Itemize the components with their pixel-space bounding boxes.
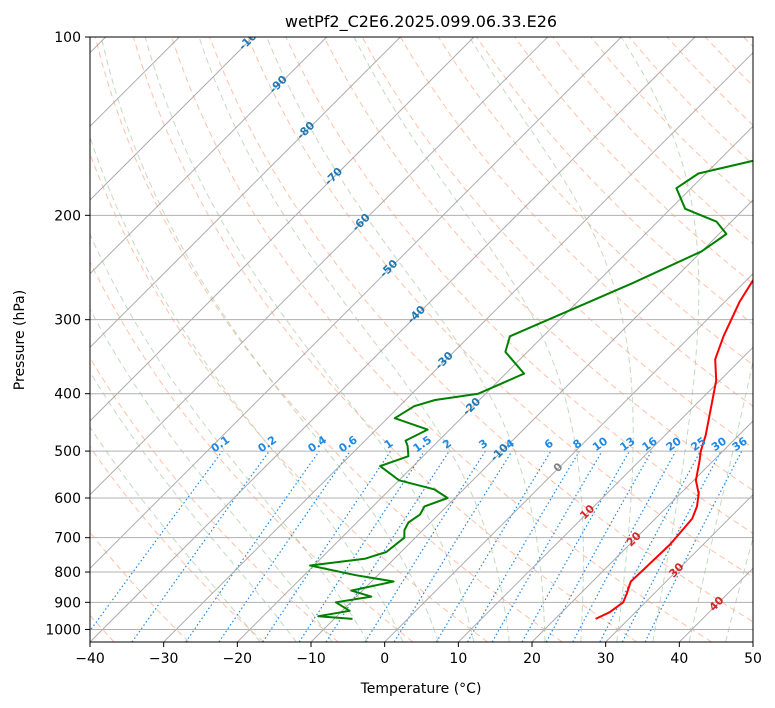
x-tick-label: −20 [223, 651, 253, 667]
dry-adiabat-line [94, 37, 563, 642]
y-tick-label: 1000 [45, 622, 81, 638]
moist-adiabat-line [198, 37, 510, 642]
temperature-profile [595, 278, 753, 620]
moist-adiabat-line [353, 37, 584, 642]
dry-adiabat-line [132, 37, 638, 642]
mixing-ratio-line [218, 450, 351, 642]
dry-adiabat-line [90, 356, 339, 642]
dry-adiabat-line [209, 37, 753, 623]
isotherm-line [310, 199, 753, 642]
moist-adiabat-line [266, 37, 546, 642]
moist-adiabat-line [90, 426, 261, 642]
isotherm-line [605, 493, 753, 642]
y-axis: 100 200 300 400 500 600 700 800 900 1000 [45, 30, 90, 638]
isotherm-line [384, 272, 753, 642]
mixing-ratio-line [90, 450, 223, 632]
moist-adiabat-line [688, 358, 753, 642]
y-tick-label: 200 [54, 208, 81, 224]
x-tick-label: −10 [296, 651, 326, 667]
mixing-ratio-line [545, 450, 653, 642]
moist-adiabat-line [725, 536, 753, 642]
mixing-ratio-line [262, 450, 392, 642]
mixing-ratio-line [521, 450, 631, 642]
isotherms [90, 37, 753, 642]
moist-adiabat-line [90, 370, 297, 642]
mixing-ratio-line [298, 450, 425, 642]
dry-adiabat-line [247, 37, 753, 578]
dry-adiabat-line [323, 37, 753, 491]
x-axis: −40 −30 −20 −10 0 10 20 30 40 50 [75, 642, 762, 667]
mixing-ratio-line [185, 450, 320, 642]
x-axis-title: Temperature (°C) [360, 681, 482, 697]
dry-adiabat-line [90, 446, 264, 642]
moist-adiabat-line [90, 308, 333, 642]
moist-adiabat-line [90, 232, 369, 642]
chart-title: wetPf2_C2E6.2025.099.06.33.E26 [285, 12, 557, 32]
mixing-ratio-line [644, 450, 743, 642]
moist-adiabat-line [620, 37, 700, 642]
pressure-gridlines [90, 214, 753, 630]
dry-adiabat-line [90, 260, 414, 642]
mixing-ratio-line [325, 450, 450, 642]
moist-adiabats [90, 37, 753, 642]
isotherm-line [90, 37, 475, 422]
x-tick-label: 20 [523, 651, 541, 667]
dry-adiabat-line [171, 37, 712, 642]
mixing-ratio-line [393, 450, 513, 642]
dry-adiabat-line [285, 37, 753, 535]
y-tick-label: 100 [54, 30, 81, 46]
y-tick-label: 600 [54, 491, 81, 507]
isotherm-line [90, 37, 622, 570]
y-tick-label: 900 [54, 595, 81, 611]
y-tick-label: 800 [54, 565, 81, 581]
y-tick-label: 700 [54, 531, 81, 547]
x-tick-label: 50 [744, 651, 762, 667]
isotherm-line [236, 125, 753, 642]
x-tick-label: 30 [597, 651, 615, 667]
isotherm-line [90, 37, 254, 201]
isotherm-line [531, 420, 753, 642]
dewpoint-profile [309, 159, 753, 620]
moist-adiabat-line [100, 37, 439, 642]
y-tick-label: 500 [54, 444, 81, 460]
y-axis-title: Pressure (hPa) [12, 290, 28, 390]
isotherm-line [457, 346, 753, 642]
dry-adiabats [90, 37, 753, 642]
isotherm-line [90, 37, 328, 275]
isotherm-line [90, 37, 549, 496]
mixing-ratio-line [131, 450, 270, 642]
y-tick-label: 300 [54, 313, 81, 329]
isotherm-line [90, 37, 696, 642]
x-tick-label: −40 [75, 651, 105, 667]
x-tick-label: 0 [380, 651, 389, 667]
x-tick-label: 10 [449, 651, 467, 667]
dry-adiabat-line [476, 37, 753, 325]
x-tick-label: 40 [670, 651, 688, 667]
mixing-ratio-lines [90, 450, 743, 642]
x-tick-label: −30 [149, 651, 179, 667]
plot-frame [89, 36, 754, 643]
isotherm-line [163, 51, 753, 642]
moist-adiabat-line [144, 37, 475, 642]
dry-adiabat-line [514, 37, 753, 285]
profiles [309, 159, 753, 620]
mixing-ratio-line [572, 450, 677, 642]
isotherm-line [90, 37, 401, 349]
moist-adiabat-line [90, 135, 404, 642]
y-tick-label: 400 [54, 387, 81, 403]
